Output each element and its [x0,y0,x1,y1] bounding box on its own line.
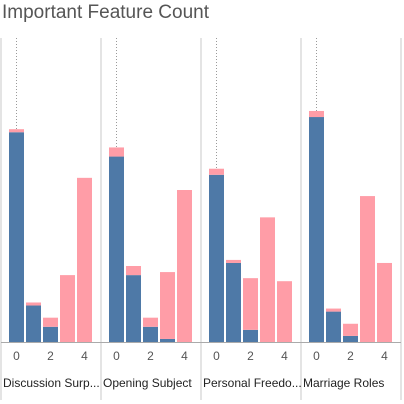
x-tick-label: 4 [281,349,288,363]
bar-blue-x0 [309,117,324,342]
x-tick-label: 2 [147,349,154,363]
bar-pink-x2 [243,278,258,330]
bar-pink-x2 [343,323,358,336]
x-tick-label: 2 [347,349,354,363]
bar-blue-x0 [109,156,124,342]
bar-pink-x4 [377,262,392,342]
bar-blue-x1 [126,275,141,342]
bar-pink-x1 [26,302,41,306]
bar-pink-x4 [177,190,192,342]
bar-pink-x0 [109,147,124,157]
bar-blue-x2 [143,326,158,342]
x-tick-label: 2 [247,349,254,363]
facet-label: Personal Freedo... [203,376,302,390]
facet-label: Opening Subject [103,376,192,390]
bar-blue-x1 [226,262,241,342]
bar-blue-x3 [160,338,175,342]
bar-blue-x1 [326,311,341,342]
bar-blue-x2 [43,326,58,342]
bar-pink-x2 [143,317,158,327]
bar-blue-x2 [343,335,358,342]
bar-pink-x3 [60,275,75,342]
facet-label: Marriage Roles [303,376,384,390]
bar-pink-x2 [43,317,58,327]
bar-pink-x0 [309,110,324,118]
bar-blue-x1 [26,305,41,342]
x-tick-label: 0 [113,349,120,363]
bar-blue-x2 [243,329,258,342]
bar-pink-x3 [260,217,275,342]
bar-pink-x3 [160,272,175,339]
x-tick-label: 4 [181,349,188,363]
bar-pink-x0 [209,168,224,175]
x-tick-label: 4 [81,349,88,363]
chart-title: Important Feature Count [2,2,209,23]
bar-pink-x0 [9,129,24,133]
bar-pink-x1 [326,308,341,312]
x-tick-label: 2 [47,349,54,363]
bar-pink-x4 [77,177,92,342]
bar-pink-x4 [277,281,292,342]
facet-label: Discussion Surp... [3,376,100,390]
bar-pink-x1 [226,259,241,263]
x-tick-label: 0 [313,349,320,363]
bar-blue-x0 [9,132,24,342]
bar-pink-x3 [360,196,375,342]
bar-pink-x1 [126,266,141,276]
x-tick-label: 0 [213,349,220,363]
x-tick-label: 0 [13,349,20,363]
bar-blue-x0 [209,174,224,342]
x-tick-label: 4 [381,349,388,363]
